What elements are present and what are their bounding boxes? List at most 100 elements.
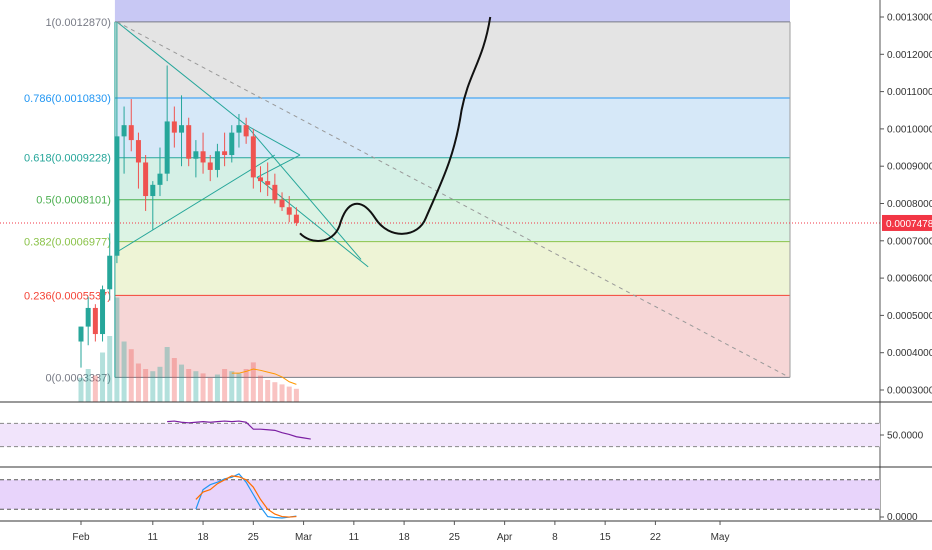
volume-bar: [107, 336, 113, 402]
volume-bar: [179, 364, 185, 402]
candle-body: [171, 121, 177, 133]
volume-ma: [231, 368, 297, 385]
fib-fills: [114, 0, 790, 378]
price-tick-label: 0.0010000: [887, 124, 932, 135]
volume-bar: [200, 373, 206, 402]
fib-band: [114, 241, 790, 296]
projection-path: [299, 16, 492, 242]
volume-bar: [128, 349, 134, 402]
volume-bar: [92, 375, 98, 402]
volume-bar: [193, 371, 199, 402]
volume-bar: [258, 375, 263, 402]
date-tick-label: 25: [449, 532, 461, 543]
volume-bar: [100, 352, 106, 402]
projection-line: [299, 16, 492, 242]
volume-bar: [121, 341, 127, 402]
candle-body: [286, 207, 292, 215]
candle-body: [150, 184, 156, 197]
candle-body: [293, 214, 299, 223]
volume-bar: [78, 377, 84, 402]
candle-body: [107, 255, 113, 290]
volume-bar: [229, 371, 235, 402]
volume-bar: [222, 369, 228, 402]
candle-body: [135, 140, 141, 163]
candle-body: [92, 307, 98, 335]
candle-body: [121, 125, 127, 137]
current-price-label: 0.0007478: [886, 219, 932, 230]
candle-body: [265, 181, 271, 185]
candle-body: [200, 151, 206, 163]
volume-bars: [78, 297, 299, 402]
fib-label: 0.5(0.0008101): [36, 195, 111, 207]
stoch-pane: 0.0000: [0, 473, 918, 523]
volume-bar: [250, 362, 256, 402]
price-tick-label: 0.0004000: [887, 348, 932, 359]
date-tick-label: 11: [349, 532, 360, 543]
fib-label: 1(0.0012870): [45, 17, 110, 29]
fib-band: [114, 199, 790, 242]
volume-bar: [135, 363, 141, 402]
rsi-line: [167, 420, 311, 440]
drawings: [116, 21, 791, 379]
stoch-tick-label: 0.0000: [887, 512, 918, 523]
stoch-d-line: [195, 475, 297, 518]
candle-body: [186, 125, 192, 159]
volume-bar: [171, 358, 177, 402]
candle-body: [272, 184, 278, 200]
candle-body: [236, 125, 242, 133]
volume-bar: [150, 371, 156, 402]
fib-band: [114, 157, 790, 200]
date-tick-label: 8: [552, 532, 558, 543]
trendline-upper: [116, 21, 247, 126]
candle-body: [229, 132, 235, 156]
date-tick-label: 11: [148, 532, 159, 543]
candles: [78, 21, 299, 368]
fib-label: 0.382(0.0006977): [24, 237, 111, 249]
price-tick-label: 0.0011000: [887, 87, 932, 98]
date-tick-label: 15: [600, 532, 612, 543]
date-tick-label: Apr: [497, 532, 513, 543]
volume-ma-line: [231, 368, 297, 385]
candle-body: [243, 125, 249, 137]
fib-band-top: [114, 0, 790, 22]
volume-bar: [114, 297, 120, 402]
date-tick-label: 18: [197, 532, 209, 543]
wedge-upper: [245, 124, 362, 260]
date-tick-label: Feb: [72, 532, 90, 543]
price-tick-label: 0.0013000: [887, 13, 932, 24]
volume-bar: [157, 366, 163, 402]
candle-body: [222, 151, 228, 156]
volume-bar: [143, 369, 149, 402]
candle-body: [143, 162, 149, 197]
date-tick-label: 25: [248, 532, 260, 543]
trendline-lower: [116, 154, 276, 253]
volume-bar: [186, 369, 192, 402]
fib-band: [114, 97, 790, 158]
price-tick-label: 0.0012000: [887, 50, 932, 61]
volume-bar: [164, 347, 170, 402]
volume-bar: [272, 382, 278, 402]
fib-label: 0(0.0003337): [45, 372, 110, 384]
candle-body: [157, 173, 163, 185]
price-tick-label: 0.0007000: [887, 236, 932, 247]
rsi-pane: 50.0000: [0, 420, 924, 448]
fib-band: [114, 295, 790, 378]
volume-bar: [286, 386, 292, 402]
price-tick-label: 0.0005000: [887, 311, 932, 322]
candle-body: [279, 199, 285, 208]
volume-bar: [279, 384, 285, 402]
candle-body: [250, 136, 256, 178]
candle-body: [179, 125, 185, 133]
price-tick-label: 0.0006000: [887, 274, 932, 285]
price-axis: 0.0013000 0.0012000 0.0011000 0.0010000 0.00…: [0, 0, 932, 522]
current-price-badge: [882, 214, 932, 231]
price-tick-label: 0.0008000: [887, 199, 932, 210]
triangle-apex-bottom: [256, 154, 301, 178]
fib-label: 0.618(0.0009228): [24, 153, 111, 165]
candle-body: [164, 121, 170, 174]
volume-bar: [243, 369, 249, 402]
date-tick-label: 18: [399, 532, 411, 543]
volume-bar: [293, 388, 299, 402]
candle-body: [258, 177, 263, 182]
